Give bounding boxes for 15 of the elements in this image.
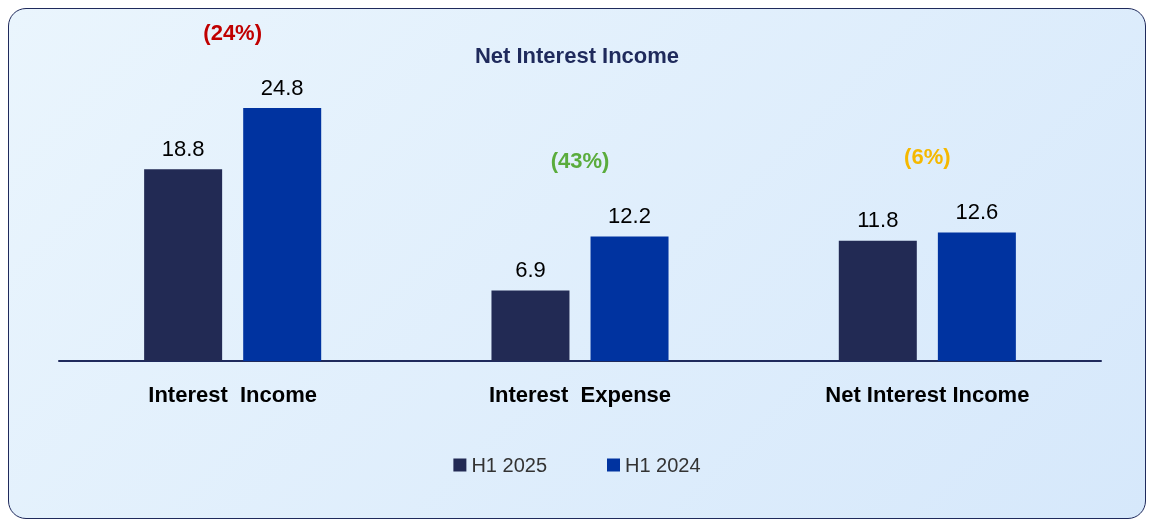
annotation: (6%) — [904, 143, 951, 169]
annotation: (43%) — [550, 148, 610, 174]
data-label: 24.8 — [260, 74, 304, 100]
data-label: 11.8 — [857, 207, 899, 233]
data-label: 6.9 — [515, 257, 546, 283]
chart-title: Net Interest Income — [474, 42, 680, 68]
data-label: 12.2 — [608, 203, 651, 229]
text: (24%) — [203, 19, 263, 45]
data-label: 18.8 — [161, 135, 205, 161]
x-tick-label: Net Interest Income — [825, 381, 1030, 407]
legend-label: H1 2024 — [625, 454, 701, 476]
data-label: 12.6 — [955, 198, 999, 224]
x-tick-label: Interest Expense — [488, 381, 672, 407]
legend-label: H1 2025 — [471, 454, 548, 476]
x-tick-label: Interest Income — [148, 381, 318, 407]
